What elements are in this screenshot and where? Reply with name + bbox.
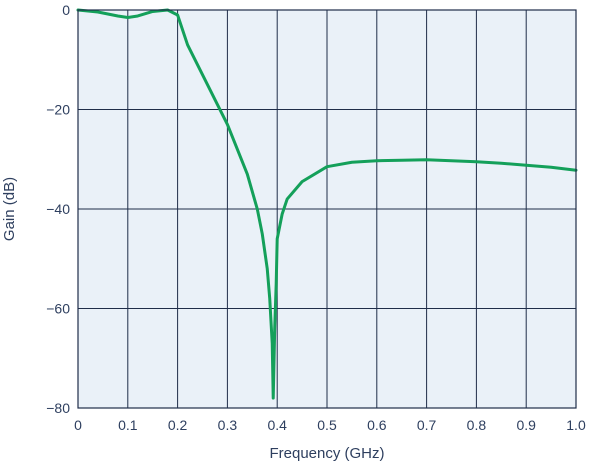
y-axis-title: Gain (dB) <box>1 177 18 241</box>
x-tick-label: 0.7 <box>417 417 437 433</box>
x-tick-label: 0.2 <box>168 417 188 433</box>
x-tick-label: 0.3 <box>218 417 238 433</box>
y-tick-label: −60 <box>46 301 70 317</box>
x-tick-label: 0.5 <box>317 417 337 433</box>
y-tick-labels: 0 −20 −40 −60 −80 <box>46 2 70 416</box>
y-tick-label: −40 <box>46 201 70 217</box>
x-axis-title: Frequency (GHz) <box>269 445 384 462</box>
y-tick-label: −20 <box>46 102 70 118</box>
plot-frame <box>77 9 577 409</box>
x-tick-labels: 0 0.1 0.2 0.3 0.4 0.5 0.6 0.7 0.8 0.9 1.0 <box>74 417 586 433</box>
x-tick-label: 0.9 <box>516 417 536 433</box>
grid-lines <box>78 10 576 408</box>
y-tick-label: 0 <box>62 2 70 18</box>
x-tick-label: 1.0 <box>566 417 586 433</box>
x-tick-label: 0 <box>74 417 82 433</box>
y-tick-label: −80 <box>46 400 70 416</box>
x-tick-label: 0.8 <box>467 417 487 433</box>
x-tick-label: 0.1 <box>118 417 138 433</box>
x-tick-label: 0.6 <box>367 417 387 433</box>
x-tick-label: 0.4 <box>267 417 287 433</box>
